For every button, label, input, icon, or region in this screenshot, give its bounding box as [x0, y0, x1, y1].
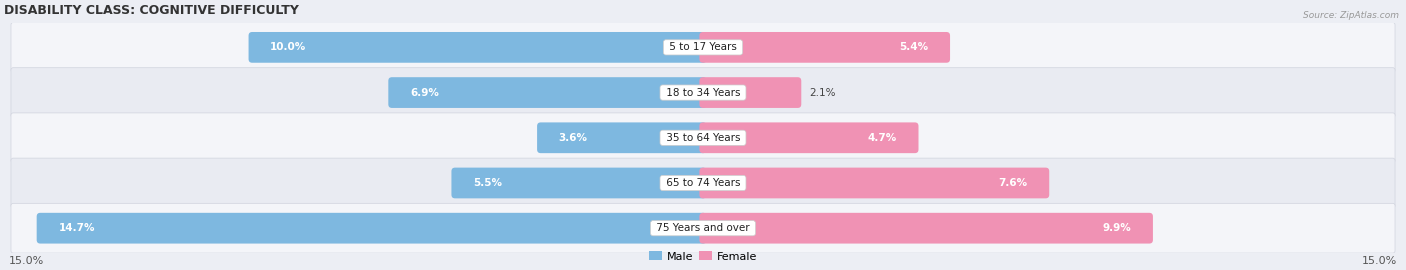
Text: 7.6%: 7.6% — [998, 178, 1028, 188]
FancyBboxPatch shape — [11, 68, 1395, 117]
Text: 5 to 17 Years: 5 to 17 Years — [666, 42, 740, 52]
FancyBboxPatch shape — [388, 77, 707, 108]
Text: 35 to 64 Years: 35 to 64 Years — [662, 133, 744, 143]
Text: 65 to 74 Years: 65 to 74 Years — [662, 178, 744, 188]
Text: 75 Years and over: 75 Years and over — [652, 223, 754, 233]
Text: 5.5%: 5.5% — [472, 178, 502, 188]
Text: 6.9%: 6.9% — [411, 87, 439, 97]
FancyBboxPatch shape — [699, 32, 950, 63]
FancyBboxPatch shape — [699, 213, 1153, 244]
Text: 5.4%: 5.4% — [900, 42, 928, 52]
FancyBboxPatch shape — [451, 168, 707, 198]
FancyBboxPatch shape — [11, 22, 1395, 72]
Legend: Male, Female: Male, Female — [644, 247, 762, 266]
FancyBboxPatch shape — [11, 113, 1395, 163]
FancyBboxPatch shape — [699, 168, 1049, 198]
FancyBboxPatch shape — [537, 122, 707, 153]
FancyBboxPatch shape — [37, 213, 707, 244]
Text: DISABILITY CLASS: COGNITIVE DIFFICULTY: DISABILITY CLASS: COGNITIVE DIFFICULTY — [4, 4, 299, 17]
Text: 10.0%: 10.0% — [270, 42, 307, 52]
Text: 3.6%: 3.6% — [558, 133, 588, 143]
Text: 14.7%: 14.7% — [58, 223, 94, 233]
FancyBboxPatch shape — [699, 77, 801, 108]
Text: 2.1%: 2.1% — [808, 87, 835, 97]
Text: 9.9%: 9.9% — [1102, 223, 1132, 233]
Text: Source: ZipAtlas.com: Source: ZipAtlas.com — [1303, 11, 1399, 20]
FancyBboxPatch shape — [11, 158, 1395, 208]
FancyBboxPatch shape — [11, 203, 1395, 253]
Text: 18 to 34 Years: 18 to 34 Years — [662, 87, 744, 97]
FancyBboxPatch shape — [699, 122, 918, 153]
FancyBboxPatch shape — [249, 32, 707, 63]
Text: 4.7%: 4.7% — [868, 133, 897, 143]
